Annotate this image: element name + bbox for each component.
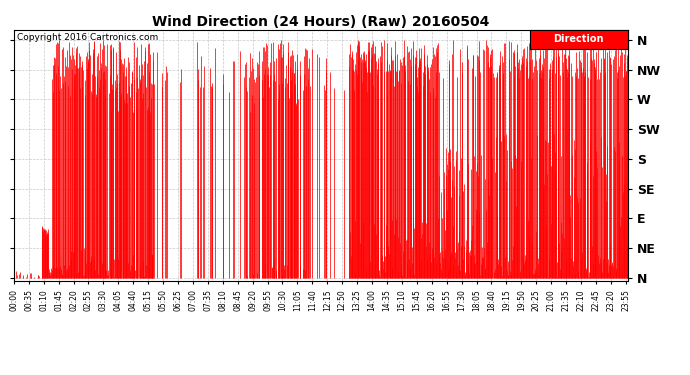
- FancyBboxPatch shape: [530, 30, 628, 49]
- Text: Direction: Direction: [553, 34, 604, 44]
- Text: Copyright 2016 Cartronics.com: Copyright 2016 Cartronics.com: [17, 33, 158, 42]
- Title: Wind Direction (24 Hours) (Raw) 20160504: Wind Direction (24 Hours) (Raw) 20160504: [152, 15, 489, 29]
